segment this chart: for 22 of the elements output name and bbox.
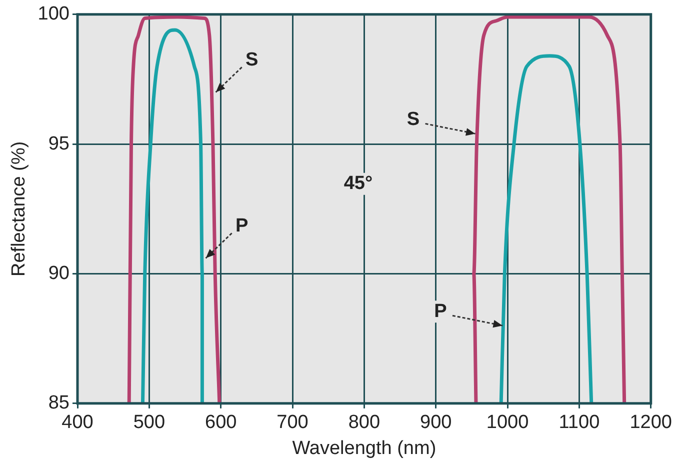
y-tick-label: 95 bbox=[48, 133, 70, 154]
x-tick-label: 400 bbox=[62, 412, 94, 434]
y-tick-label: 90 bbox=[48, 262, 70, 284]
x-tick-label: 1100 bbox=[558, 412, 600, 434]
annotation: S bbox=[245, 49, 258, 70]
annotation: P bbox=[235, 215, 248, 236]
annotation: S bbox=[406, 108, 420, 130]
y-tick-label: 85 bbox=[48, 392, 70, 414]
x-axis-title: Wavelength (nm) bbox=[292, 438, 436, 459]
x-tick-label: 1200 bbox=[630, 412, 672, 434]
annotation: 45° bbox=[344, 173, 373, 194]
y-axis-title: Reflectance (%) bbox=[8, 141, 30, 276]
x-tick-label: 800 bbox=[348, 412, 380, 434]
y-tick-label: 100 bbox=[38, 4, 70, 25]
x-tick-label: 500 bbox=[133, 412, 166, 434]
x-tick-label: 900 bbox=[420, 412, 452, 434]
x-tick-label: 600 bbox=[204, 412, 237, 434]
annotation: P bbox=[434, 300, 448, 322]
line-series bbox=[140, 28, 204, 404]
x-tick-label: 1000 bbox=[486, 412, 529, 434]
line-series bbox=[499, 54, 594, 404]
x-tick-label: 700 bbox=[276, 412, 308, 434]
